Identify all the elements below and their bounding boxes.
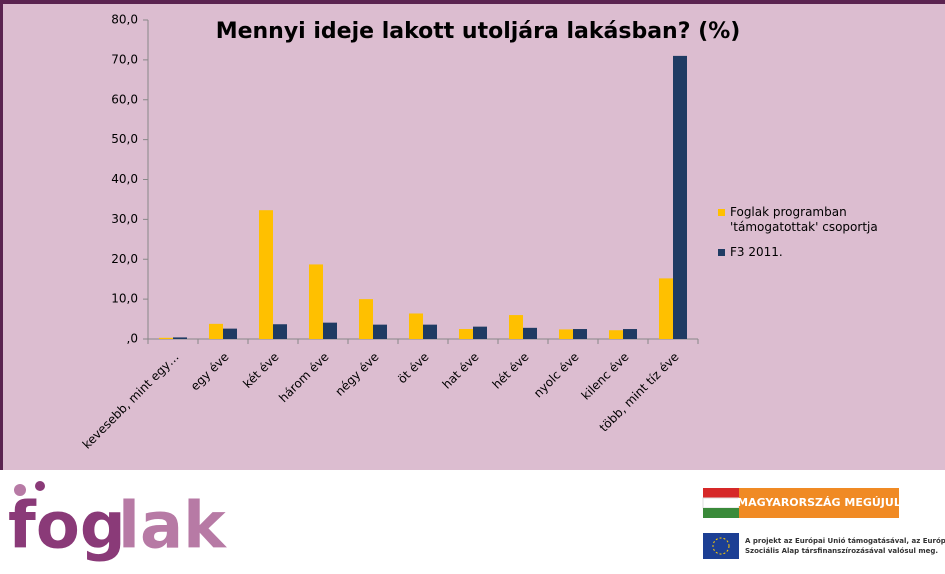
- flag-white: [702, 497, 740, 509]
- top-border: [0, 0, 945, 4]
- bar: [623, 329, 637, 339]
- banner: [739, 488, 899, 518]
- footer: fog lak MAGYARORSZÁG MEGÚJUL A projekt a…: [8, 481, 945, 564]
- left-border: [0, 0, 3, 470]
- y-tick-label: 30,0: [111, 212, 138, 226]
- bar: [609, 330, 623, 339]
- flag-red: [703, 488, 739, 498]
- eu-text: Szociális Alap társfinanszírozásával val…: [745, 547, 938, 555]
- bar: [323, 322, 337, 339]
- bar: [309, 264, 323, 339]
- legend-label: Foglak programban 'támogatottak' csoport…: [730, 205, 878, 234]
- eu-text: A projekt az Európai Unió támogatásával,…: [745, 537, 945, 545]
- logo-lak: lak: [118, 490, 227, 564]
- bar: [409, 313, 423, 339]
- bar: [273, 324, 287, 339]
- legend-swatch: [718, 249, 725, 256]
- logo-dot: [35, 481, 45, 491]
- y-tick-label: 40,0: [111, 172, 138, 186]
- eu-flag: [703, 533, 739, 559]
- bar: [423, 324, 437, 339]
- flag-green: [703, 508, 739, 518]
- bar: [673, 55, 687, 339]
- eu-stars: [712, 537, 730, 555]
- bar: [659, 278, 673, 339]
- y-tick-label: 20,0: [111, 252, 138, 266]
- y-tick-label: 60,0: [111, 92, 138, 106]
- y-tick-label: 70,0: [111, 52, 138, 66]
- bar: [373, 324, 387, 339]
- bar: [359, 299, 373, 339]
- bar: [473, 326, 487, 339]
- legend-label: F3 2011.: [730, 245, 783, 259]
- legend-swatch: [718, 209, 725, 216]
- y-tick-label: 10,0: [111, 292, 138, 306]
- chart-title: Mennyi ideje lakott utoljára lakásban? (…: [216, 19, 741, 44]
- banner-text: MAGYARORSZÁG MEGÚJUL: [737, 496, 901, 509]
- bar: [259, 210, 273, 339]
- legend-item: F3 2011.: [718, 245, 903, 260]
- y-tick-label: 50,0: [111, 132, 138, 146]
- bar: [559, 329, 573, 339]
- logo-fog: fog: [8, 490, 126, 564]
- bar: [209, 323, 223, 339]
- bar: [159, 337, 173, 339]
- slide-background: [0, 0, 945, 470]
- y-tick-label: ,0: [127, 332, 138, 346]
- y-tick-label: 80,0: [111, 13, 138, 27]
- bar: [223, 328, 237, 339]
- bar: [459, 329, 473, 339]
- logo-dot: [14, 484, 26, 496]
- legend-item: Foglak programban 'támogatottak' csoport…: [718, 205, 903, 235]
- bar: [573, 329, 587, 339]
- bar: [509, 315, 523, 339]
- bar: [173, 337, 187, 339]
- bar: [523, 327, 537, 339]
